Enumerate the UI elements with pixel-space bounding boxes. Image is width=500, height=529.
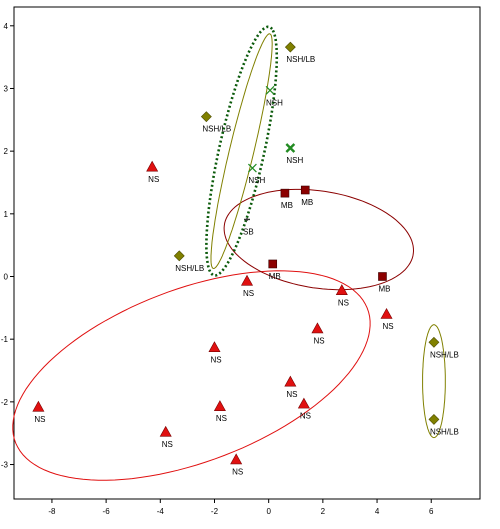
y-tick-label: 2 (4, 147, 9, 156)
point-label: MB (269, 272, 281, 281)
point-ns-8 (297, 397, 310, 409)
point-label: NS (210, 355, 221, 364)
point-label: NSH/LB (202, 125, 231, 134)
x-tick-label: 2 (321, 507, 326, 516)
point-nsh-lb-0 (284, 41, 296, 53)
point-ns-9 (32, 400, 45, 412)
group-ellipses (12, 25, 446, 481)
point-label: MB (281, 201, 293, 210)
x-tick-label: -4 (157, 507, 165, 516)
point-mb-0 (280, 188, 290, 198)
ellipse-nsh-lb-3 (422, 324, 446, 439)
x-tick-label: -6 (103, 507, 111, 516)
point-ns-2 (335, 284, 348, 295)
point-nsh-0 (265, 85, 275, 95)
plot-frame (13, 6, 481, 500)
point-label: MB (378, 285, 390, 294)
point-ns-0 (146, 160, 159, 172)
ellipse-ns-0 (12, 270, 371, 481)
point-label: NS (34, 415, 45, 424)
point-label: SB (243, 227, 254, 236)
point-ns-1 (240, 274, 254, 286)
point-nsh-lb-2 (173, 250, 185, 262)
point-label: NSH/LB (175, 264, 204, 273)
point-ns-5 (208, 341, 221, 353)
point-nsh-lb-4 (428, 413, 440, 425)
ellipse-mb-1 (223, 188, 415, 291)
y-tick-label: -2 (1, 398, 9, 407)
point-nsh-1 (285, 143, 296, 153)
x-tick-label: 6 (429, 507, 434, 516)
y-tick-label: 1 (4, 210, 9, 219)
point-sb-0 (244, 217, 250, 221)
point-label: NSH/LB (286, 55, 315, 64)
x-tick-label: -8 (48, 507, 56, 516)
point-nsh-2 (247, 163, 257, 173)
point-mb-3 (378, 272, 387, 281)
ellipse-nsh-lb-2 (210, 33, 273, 270)
y-tick-label: -1 (1, 335, 9, 344)
y-tick-label: 3 (4, 84, 9, 93)
point-ns-4 (311, 322, 324, 334)
x-tick-label: 0 (266, 507, 271, 516)
point-label: NS (243, 289, 254, 298)
point-label: NS (232, 468, 243, 477)
y-tick-label: 0 (4, 273, 9, 282)
point-nsh-lb-3 (428, 336, 440, 348)
point-nsh-lb-1 (200, 111, 212, 123)
point-label: NSH/LB (430, 427, 459, 436)
point-label: NS (148, 175, 159, 184)
point-label: NS (286, 390, 297, 399)
point-label: NS (300, 412, 311, 421)
point-ns-10 (159, 425, 172, 437)
point-ns-11 (230, 453, 243, 465)
data-points: NS NS NS NS NS NS NS NS NS NS NS NS MB MB MB MB NSH NSH NS… (32, 41, 459, 477)
point-label: NSH (286, 156, 303, 165)
point-mb-1 (300, 185, 310, 195)
point-label: NS (216, 414, 227, 423)
point-ns-6 (284, 375, 297, 387)
x-tick-label: -2 (211, 507, 219, 516)
point-label: NSH (248, 176, 265, 185)
point-label: NSH/LB (430, 350, 459, 359)
point-ns-7 (213, 400, 226, 411)
point-mb-2 (268, 259, 278, 269)
point-label: NSH (266, 98, 283, 107)
axis-ticks: -8 -6 -4 -2 0 2 4 6 -3 -2 -1 0 1 2 3 4 (1, 22, 434, 516)
point-label: NS (383, 322, 394, 331)
x-tick-label: 4 (375, 507, 380, 516)
point-label: NS (162, 440, 173, 449)
y-tick-label: 4 (4, 22, 9, 31)
y-tick-label: -3 (1, 461, 9, 470)
point-label: MB (301, 198, 313, 207)
point-label: NS (313, 337, 324, 346)
point-ns-3 (380, 307, 393, 319)
point-label: NS (338, 298, 349, 307)
